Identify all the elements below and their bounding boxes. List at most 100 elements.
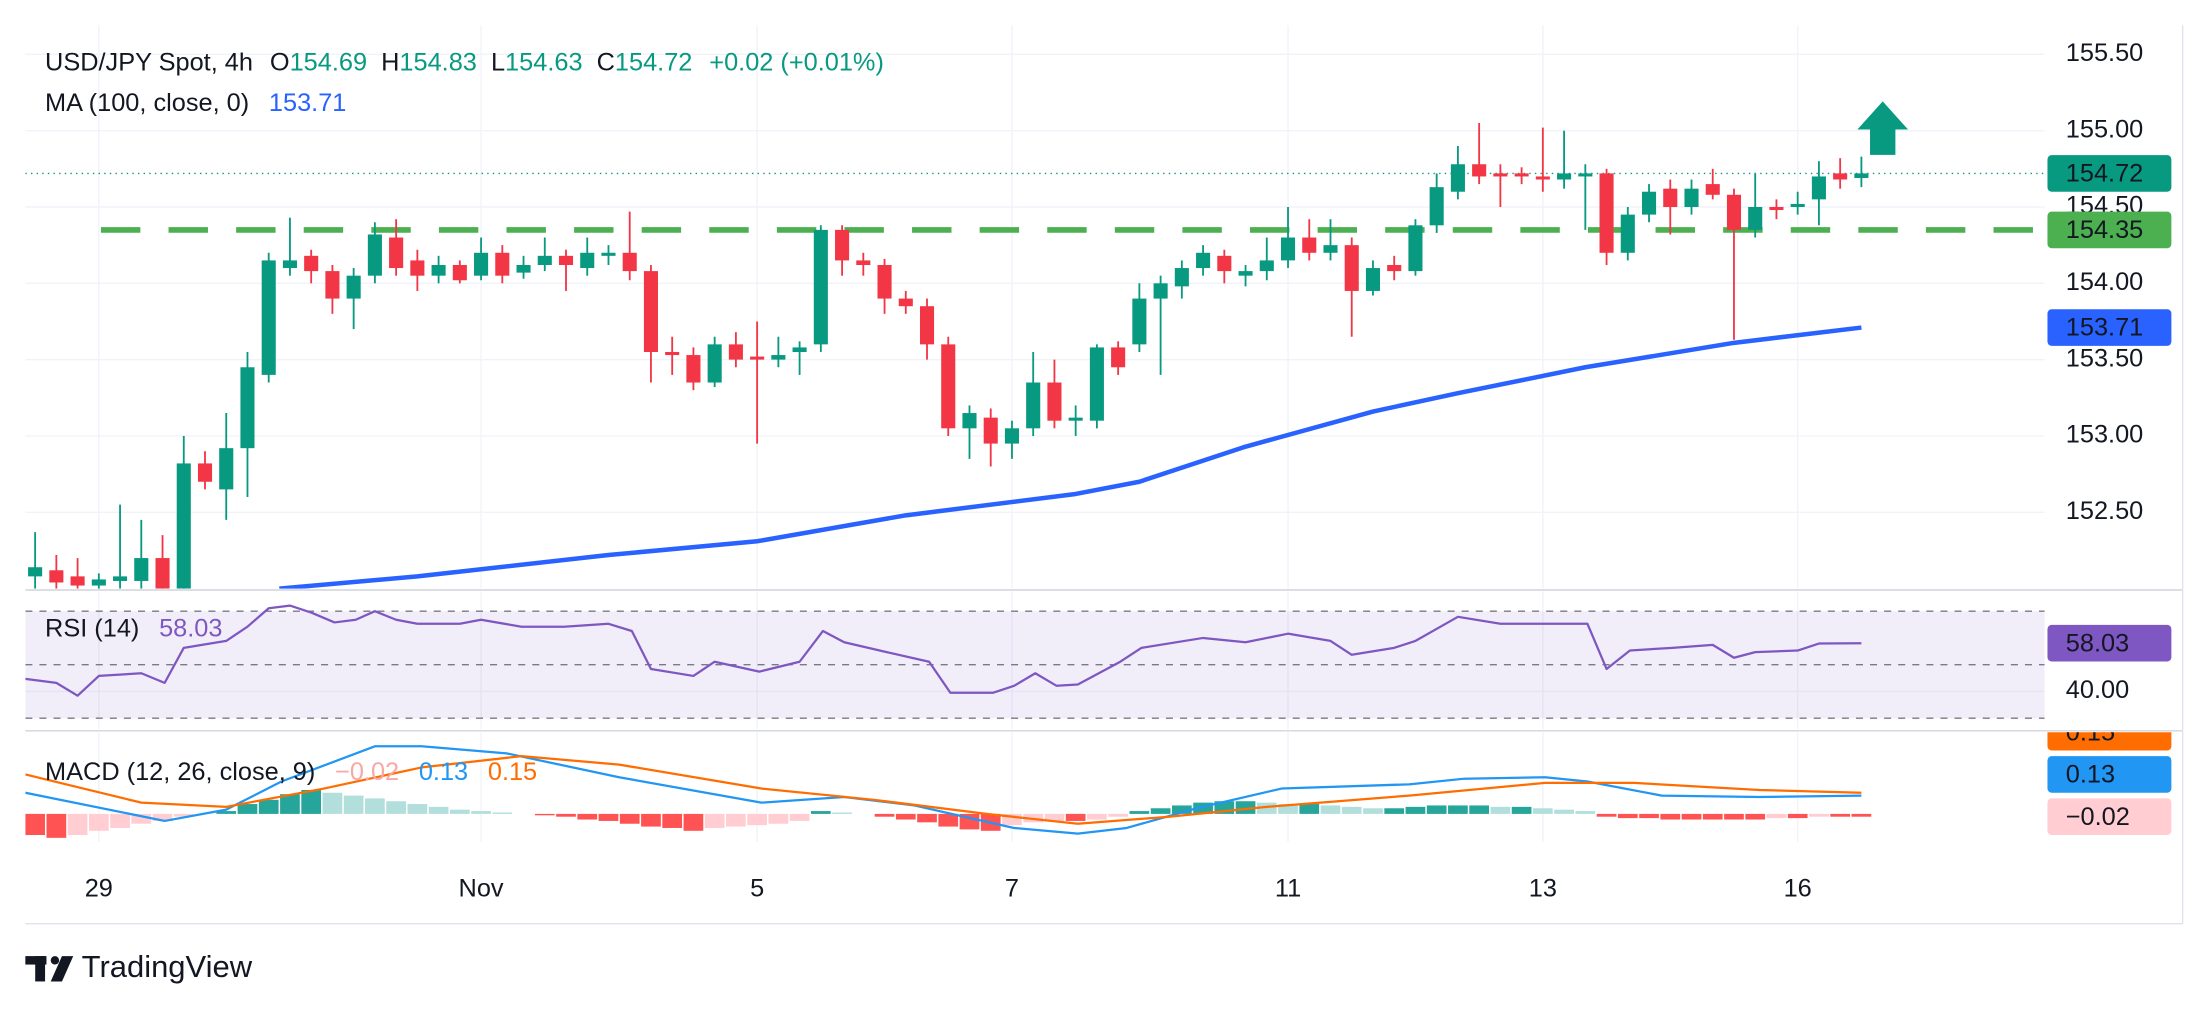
histogram-bar bbox=[768, 813, 789, 824]
histogram-bar bbox=[1787, 813, 1808, 819]
candle-body bbox=[474, 252, 489, 276]
histogram-bar bbox=[534, 813, 555, 816]
ohlc-value: 154.69 bbox=[290, 48, 367, 76]
histogram-bar bbox=[88, 813, 109, 831]
histogram-bar bbox=[173, 813, 194, 817]
histogram-bar bbox=[662, 813, 683, 828]
candle-body bbox=[1132, 298, 1147, 345]
change: +0.02 (+0.01%) bbox=[709, 48, 884, 76]
price-tag-label: 154.72 bbox=[2066, 160, 2143, 188]
y-tick-label: 155.00 bbox=[2066, 115, 2143, 143]
histogram-bar bbox=[1851, 813, 1872, 817]
candle-body bbox=[941, 344, 956, 429]
histogram-bar bbox=[449, 809, 470, 814]
histogram-bar bbox=[641, 813, 661, 827]
candle-body bbox=[1302, 237, 1317, 253]
candle-body bbox=[1153, 283, 1168, 299]
histogram-bar bbox=[1639, 813, 1659, 819]
candle-body bbox=[856, 260, 871, 265]
price-tag: 153.71 bbox=[2047, 309, 2172, 346]
histogram-bar bbox=[874, 813, 895, 817]
rsi-legend: RSI (14) 58.03 bbox=[45, 614, 222, 642]
price-tag: 154.35 bbox=[2047, 211, 2172, 249]
histogram-bar bbox=[365, 798, 385, 814]
price-tag-box bbox=[2047, 624, 2172, 662]
candle-body bbox=[134, 558, 149, 581]
price-tag: 154.72 bbox=[2047, 155, 2172, 192]
histogram-bar bbox=[1363, 808, 1383, 814]
price-tag-box bbox=[2047, 732, 2172, 751]
rsi-line bbox=[25, 604, 1862, 697]
candle-body bbox=[1854, 173, 1869, 178]
candle-body bbox=[1365, 268, 1381, 291]
histogram-bar bbox=[343, 795, 364, 814]
candle-body bbox=[792, 347, 807, 352]
histogram-bar bbox=[216, 811, 237, 814]
histogram-bar bbox=[704, 813, 725, 828]
histogram-bar bbox=[1150, 808, 1171, 814]
candle-body bbox=[389, 237, 404, 269]
histogram-bar bbox=[1575, 811, 1596, 814]
candle-body bbox=[516, 264, 531, 273]
histogram-bar bbox=[726, 813, 746, 827]
macd-legend: MACD (12, 26, close, 9) −0.02 0.13 0.15 bbox=[45, 758, 537, 786]
histogram-bar bbox=[619, 813, 640, 824]
candle-body bbox=[1620, 214, 1635, 253]
price-tag-label: −0.02 bbox=[2066, 803, 2130, 831]
candle-body bbox=[1450, 164, 1465, 192]
candle-body bbox=[1280, 237, 1296, 261]
candle-body bbox=[1026, 382, 1041, 429]
candle-body bbox=[1429, 187, 1444, 226]
candle-body bbox=[1111, 347, 1126, 368]
legend-value: 153.71 bbox=[269, 89, 346, 117]
legend-value: 58.03 bbox=[159, 614, 222, 642]
candle-body bbox=[1047, 382, 1062, 421]
histogram-bar bbox=[1044, 813, 1065, 821]
candle-body bbox=[580, 252, 595, 269]
candle-body bbox=[1196, 252, 1211, 269]
histogram-bar bbox=[280, 794, 300, 814]
y-tick-label: 40.00 bbox=[2066, 676, 2129, 704]
histogram-bar bbox=[1830, 813, 1851, 817]
candle-body bbox=[537, 255, 552, 265]
histogram-bar bbox=[1002, 813, 1022, 826]
histogram-bar bbox=[1448, 805, 1468, 814]
price-tag-box bbox=[2047, 756, 2172, 793]
histogram-bar bbox=[152, 813, 173, 821]
price-tag: 0.13 bbox=[2047, 756, 2172, 793]
candle-body bbox=[452, 264, 467, 281]
candle-body bbox=[750, 356, 765, 360]
candle-body bbox=[1387, 264, 1402, 272]
histogram-bar bbox=[471, 811, 491, 814]
candle-body bbox=[1769, 206, 1784, 211]
histogram-bar bbox=[1193, 802, 1213, 814]
histogram-bar bbox=[1681, 813, 1702, 820]
price-tag-label: 0.13 bbox=[2066, 761, 2115, 789]
histogram-bar bbox=[322, 792, 343, 814]
histogram-bar bbox=[1490, 806, 1511, 814]
histogram-bar bbox=[1660, 813, 1681, 820]
price-tag-box bbox=[2047, 211, 2172, 249]
ohlc-label: O bbox=[270, 48, 290, 76]
candle-body bbox=[197, 463, 213, 482]
histogram-bar bbox=[1341, 806, 1362, 814]
price-tag: 0.15 bbox=[2047, 732, 2172, 751]
price-tag-box bbox=[2047, 798, 2172, 836]
candle-body bbox=[771, 355, 786, 360]
candle-body bbox=[91, 579, 106, 586]
chart-title: USD/JPY Spot, 4h bbox=[45, 48, 253, 76]
histogram-bar bbox=[386, 801, 406, 814]
histogram-bar bbox=[67, 813, 88, 836]
histogram-bar bbox=[1532, 808, 1553, 814]
candle-body bbox=[1833, 173, 1848, 180]
candle-body bbox=[1323, 245, 1338, 253]
histogram-bar bbox=[683, 813, 704, 831]
x-tick-label: 16 bbox=[1784, 875, 1812, 903]
ohlc-label: H bbox=[381, 48, 399, 76]
candle-body bbox=[1408, 225, 1423, 272]
x-tick-label: 13 bbox=[1529, 875, 1557, 903]
grid-layer bbox=[25, 25, 2045, 843]
histogram-bar bbox=[1108, 813, 1128, 817]
histogram-bar bbox=[110, 813, 130, 828]
